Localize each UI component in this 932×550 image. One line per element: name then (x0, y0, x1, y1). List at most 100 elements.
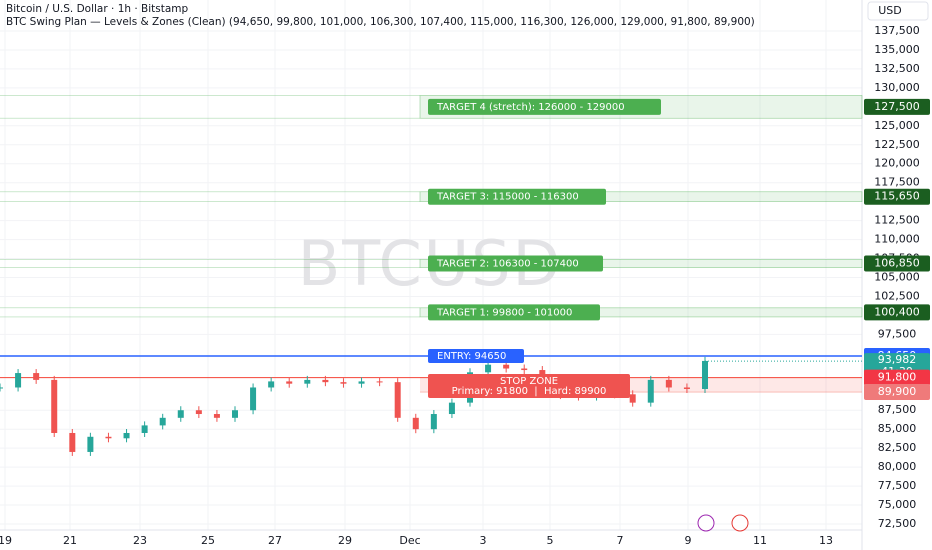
candle (250, 387, 257, 411)
y-tick-label: 82,500 (878, 441, 917, 454)
candle (503, 364, 510, 369)
candle (33, 373, 40, 380)
target-label: TARGET 3: 115000 - 116300 (436, 192, 579, 203)
candle (268, 381, 275, 388)
x-tick-label: 7 (617, 534, 624, 547)
axis-price-tag (864, 188, 930, 205)
y-tick-label: 97,500 (878, 327, 917, 340)
entry-label-box (428, 349, 524, 364)
x-tick-label: 9 (685, 534, 692, 547)
candle (0, 387, 3, 389)
candle (647, 379, 654, 403)
candle (69, 432, 76, 452)
axis-price-label: 89,900 (878, 385, 917, 398)
target-label: TARGET 4 (stretch): 126000 - 129000 (436, 102, 625, 113)
y-tick-label: 105,000 (874, 271, 920, 284)
candle (177, 410, 184, 418)
x-tick-label: 23 (133, 534, 147, 547)
icon[interactable] (697, 514, 715, 532)
candle (195, 410, 202, 415)
y-tick-label: 87,500 (878, 403, 917, 416)
y-tick-label: 117,500 (874, 176, 920, 189)
currency-button[interactable] (867, 1, 929, 21)
x-tick-label: 11 (753, 534, 767, 547)
x-tick-label: 27 (268, 534, 282, 547)
y-tick-label: 77,500 (878, 479, 917, 492)
x-tick-label: 3 (480, 534, 487, 547)
y-tick-label: 137,500 (874, 24, 920, 37)
stop-label: Primary: 91800 | Hard: 89900 (452, 386, 607, 397)
target-label-box (428, 255, 603, 272)
candle (141, 425, 148, 433)
target-zone (419, 258, 863, 268)
y-tick-label: 102,500 (874, 289, 920, 302)
candle (340, 382, 347, 384)
candle (159, 417, 166, 426)
stop-label-box (428, 374, 630, 398)
y-tick-label: 72,500 (878, 517, 917, 530)
y-tick-label: 130,000 (874, 81, 920, 94)
axis-price-label: 91,800 (878, 371, 917, 384)
candle (304, 379, 311, 384)
y-tick-label: 85,000 (878, 422, 917, 435)
candle (322, 379, 329, 383)
axis-price-tag (864, 369, 930, 386)
candle (412, 417, 419, 430)
candle (213, 414, 220, 418)
x-tick-label: 25 (201, 534, 215, 547)
stop-label: STOP ZONE (500, 376, 558, 387)
y-tick-label: 110,000 (874, 233, 920, 246)
target-zone (419, 307, 863, 318)
candle (358, 381, 365, 384)
axis-price-tag (864, 255, 930, 272)
symbol-title: Bitcoin / U.S. Dollar · 1h · Bitstamp (6, 3, 189, 15)
candle (629, 394, 636, 403)
target-label: TARGET 2: 106300 - 107400 (436, 258, 579, 269)
candle (394, 382, 401, 418)
candle (286, 381, 293, 384)
candle (87, 436, 94, 452)
axis-price-label: 127,500 (874, 100, 920, 113)
y-tick-label: 135,000 (874, 43, 920, 56)
target-label-box (428, 188, 606, 205)
axis-price-tag (864, 98, 930, 115)
axis-price-tag (864, 384, 930, 401)
axis-price-label: 93,982 (878, 353, 917, 366)
icon[interactable] (731, 514, 749, 532)
candle (665, 379, 672, 388)
target-label: TARGET 1: 99800 - 101000 (436, 307, 572, 318)
target-label-box (428, 304, 600, 321)
x-tick-label: 13 (819, 534, 833, 547)
y-tick-label: 120,000 (874, 157, 920, 170)
candle (485, 364, 492, 373)
candle (430, 414, 437, 430)
y-tick-label: 122,500 (874, 138, 920, 151)
candle (15, 373, 22, 388)
x-tick-label: Dec (399, 534, 420, 547)
candle (448, 402, 455, 415)
y-tick-label: 112,500 (874, 214, 920, 227)
candle (51, 379, 58, 433)
candle (376, 381, 383, 383)
y-tick-label: 80,000 (878, 460, 917, 473)
y-tick-label: 132,500 (874, 62, 920, 75)
target-label-box (428, 98, 661, 115)
candle (123, 432, 130, 439)
axis-price-label: 100,400 (874, 305, 920, 318)
candle (232, 410, 238, 418)
candle (105, 436, 112, 439)
entry-label: ENTRY: 94650 (437, 351, 506, 362)
candle (702, 360, 708, 389)
axis-price-tag (864, 304, 930, 321)
axis-price-label: 115,650 (874, 190, 920, 203)
currency[interactable]: USD (878, 4, 902, 17)
x-tick-label: 5 (547, 534, 554, 547)
x-tick-label: 29 (338, 534, 352, 547)
axis-price-label: 106,850 (874, 256, 920, 269)
candle (683, 387, 690, 389)
target-zone (419, 191, 863, 202)
x-tick-label: 19 (0, 534, 12, 547)
indicator-title: BTC Swing Plan — Levels & Zones (Clean) … (6, 16, 755, 28)
